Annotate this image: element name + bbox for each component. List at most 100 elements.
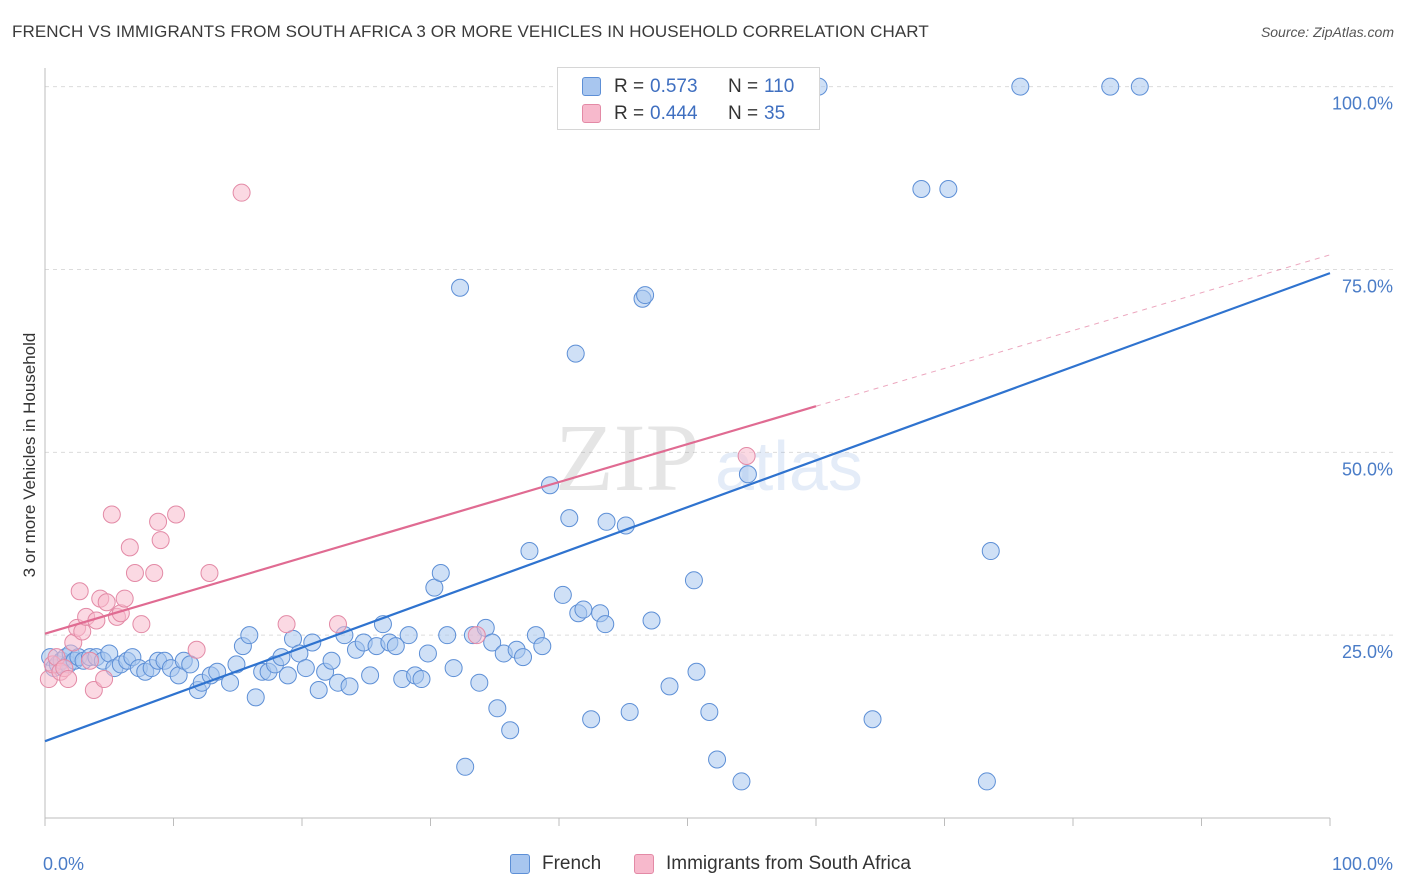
french-point: [488, 699, 507, 718]
french-point: [553, 585, 572, 604]
chart-title: FRENCH VS IMMIGRANTS FROM SOUTH AFRICA 3…: [12, 22, 929, 41]
french-point: [444, 659, 463, 678]
trend-extension-south-africa: [815, 254, 1331, 407]
south-africa-point: [132, 615, 151, 634]
french-point: [483, 633, 502, 652]
french-point: [451, 278, 470, 297]
legend-swatch-south-africa: [634, 854, 654, 874]
french-point: [340, 677, 359, 696]
french-point: [863, 710, 882, 729]
n-label: N =: [728, 76, 759, 97]
y-axis-label: 3 or more Vehicles in Household: [20, 333, 39, 578]
french-point: [227, 655, 246, 674]
french-point: [708, 750, 727, 769]
trend-line-south-africa: [44, 405, 817, 635]
r-value: 0.444: [650, 103, 698, 124]
french-point: [574, 600, 593, 619]
french-point: [501, 721, 520, 740]
watermark-zip: ZIP: [555, 404, 699, 511]
french-point: [560, 509, 579, 528]
french-point: [1130, 77, 1149, 96]
south-africa-point: [80, 651, 99, 670]
watermark-atlas: atlas: [715, 427, 863, 505]
south-africa-point: [145, 563, 164, 582]
south-africa-point: [120, 538, 139, 557]
source-credit: Source: ZipAtlas.com: [1260, 24, 1394, 40]
french-point: [278, 666, 297, 685]
y-tick-label: 25.0%: [1342, 642, 1393, 662]
south-africa-point: [200, 563, 219, 582]
trend-line-french: [44, 272, 1331, 743]
south-africa-point: [149, 512, 168, 531]
french-point: [596, 615, 615, 634]
french-point: [246, 688, 265, 707]
south-africa-point: [115, 589, 134, 608]
legend-swatch-french: [582, 77, 601, 96]
south-africa-point: [97, 593, 116, 612]
french-point: [322, 651, 341, 670]
french-point: [597, 512, 616, 531]
n-label: N =: [728, 103, 759, 124]
legend-label-south-africa: Immigrants from South Africa: [666, 853, 911, 874]
south-africa-point: [59, 670, 78, 689]
legend-stats: R = 0.573 N = 110 R = 0.444 N = 35: [557, 67, 820, 130]
french-point: [684, 571, 703, 590]
r-label: R =: [614, 103, 645, 124]
series-south-africa-points: [39, 183, 756, 700]
french-point: [981, 542, 1000, 561]
legend-series: French Immigrants from South Africa: [0, 852, 1406, 878]
n-value: 35: [764, 103, 786, 124]
french-point: [642, 611, 661, 630]
y-tick-label: 50.0%: [1342, 459, 1393, 479]
y-tick-label: 75.0%: [1342, 276, 1393, 296]
south-africa-point: [737, 446, 756, 465]
legend-swatch-south-africa: [582, 104, 601, 123]
french-point: [399, 626, 418, 645]
french-point: [309, 681, 328, 700]
french-point: [1011, 77, 1030, 96]
french-point: [514, 648, 533, 667]
legend-stats-row-french: R = 0.573 N = 110: [558, 73, 819, 101]
south-africa-point: [187, 640, 206, 659]
south-africa-point: [95, 670, 114, 689]
trend-lines: [44, 254, 1331, 743]
french-point: [438, 626, 457, 645]
french-point: [977, 772, 996, 791]
french-point: [1101, 77, 1120, 96]
n-value: 110: [764, 76, 795, 97]
watermark: ZIP atlas: [555, 404, 863, 511]
x-tick-label: 100.0%: [1332, 854, 1393, 874]
french-point: [636, 286, 655, 305]
y-tick-labels: 25.0% 50.0% 75.0% 100.0%: [1332, 94, 1393, 663]
french-point: [456, 757, 475, 776]
french-point: [700, 702, 719, 721]
french-point: [620, 702, 639, 721]
x-tick-labels: 0.0% 100.0%: [43, 854, 1393, 874]
french-point: [361, 666, 380, 685]
south-africa-point: [125, 563, 144, 582]
french-point: [296, 659, 315, 678]
french-point: [939, 180, 958, 199]
south-africa-point: [151, 531, 170, 550]
gridlines: [45, 86, 1393, 636]
french-point: [533, 637, 552, 656]
french-point: [687, 662, 706, 681]
french-point: [386, 637, 405, 656]
south-africa-point: [328, 615, 347, 634]
r-label: R =: [614, 76, 645, 97]
x-tick-label: 0.0%: [43, 854, 84, 874]
french-point: [912, 180, 931, 199]
south-africa-point: [102, 505, 121, 524]
south-africa-point: [167, 505, 186, 524]
french-point: [431, 563, 450, 582]
south-africa-point: [84, 681, 103, 700]
french-point: [738, 465, 757, 484]
south-africa-point: [277, 615, 296, 634]
french-point: [520, 542, 539, 561]
axes: [44, 68, 1331, 826]
french-point: [470, 673, 489, 692]
french-point: [240, 626, 259, 645]
legend-stats-row-south-africa: R = 0.444 N = 35: [558, 100, 819, 128]
series-french-points: [41, 77, 1149, 791]
